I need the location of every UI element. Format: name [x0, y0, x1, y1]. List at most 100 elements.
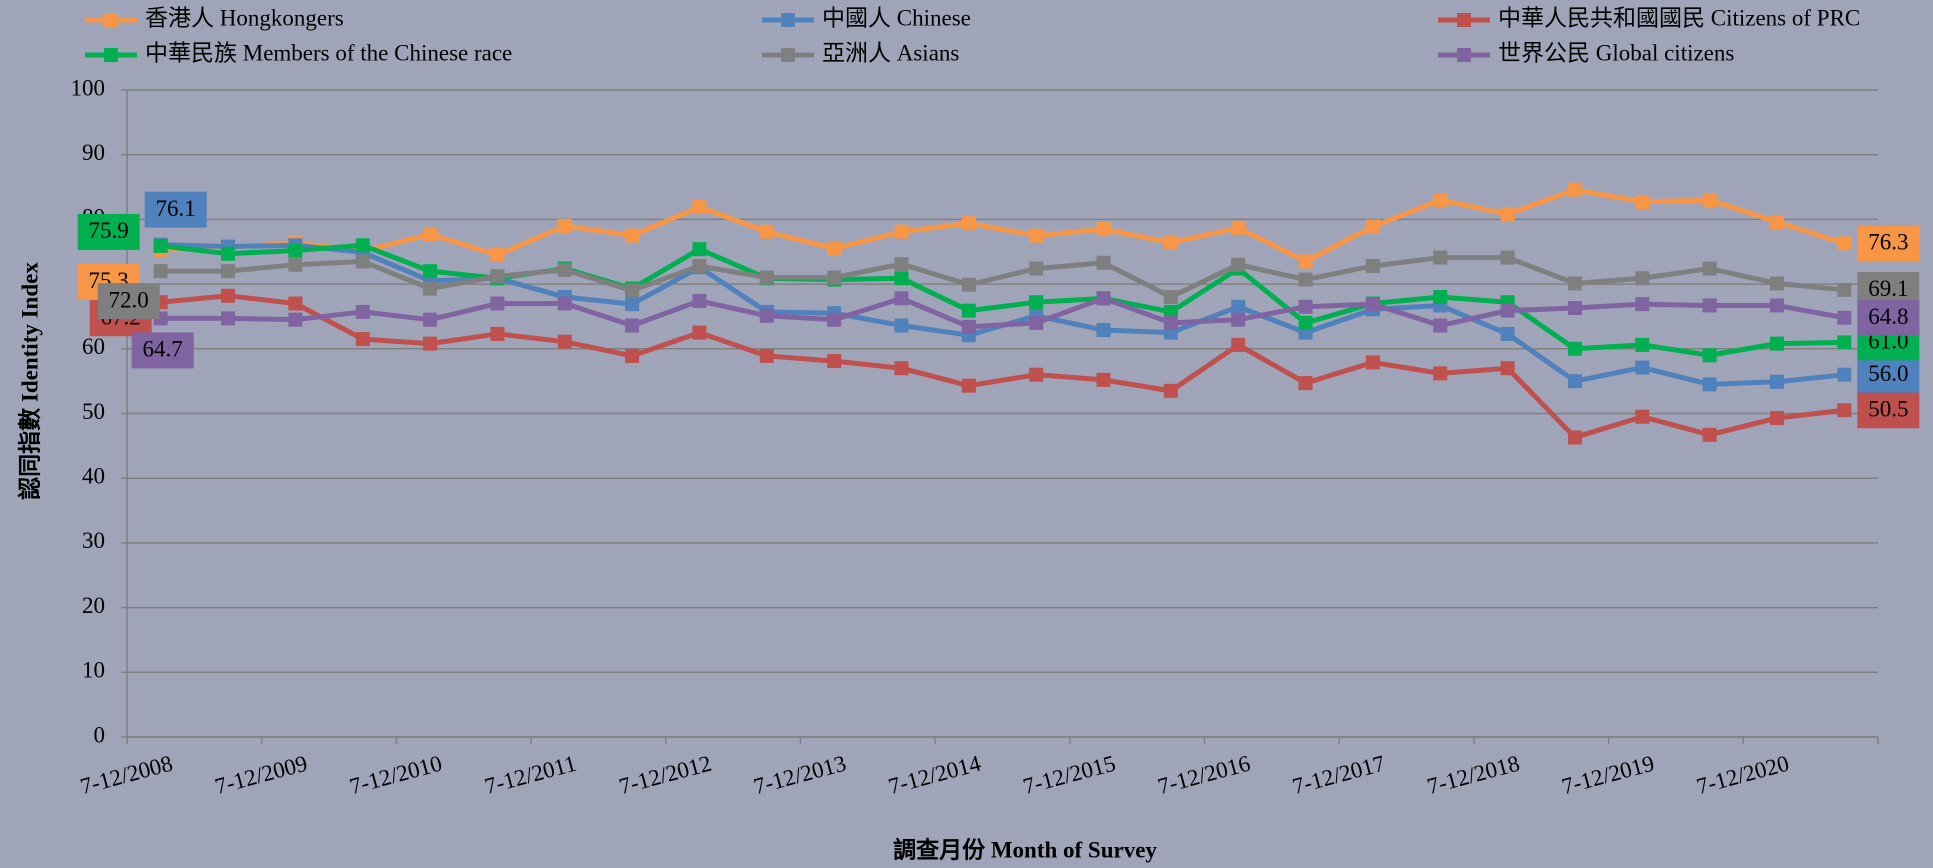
data-point: [894, 318, 909, 333]
data-point: [423, 281, 438, 296]
data-point: [1096, 291, 1111, 306]
data-point: [288, 257, 303, 272]
y-tick-label: 50: [82, 399, 105, 424]
data-point: [355, 332, 370, 347]
data-point: [1433, 192, 1448, 207]
data-point: [759, 224, 774, 239]
data-point: [827, 312, 842, 327]
data-point: [1567, 374, 1582, 389]
data-point: [961, 303, 976, 318]
y-tick-label: 0: [94, 722, 106, 747]
data-point: [557, 218, 572, 233]
data-point: [1635, 409, 1650, 424]
data-point: [1702, 192, 1717, 207]
y-tick-label: 10: [82, 658, 105, 683]
y-tick-label: 90: [82, 140, 105, 165]
data-label: 64.8: [1868, 304, 1908, 329]
legend-marker: [781, 13, 795, 27]
legend-marker: [1457, 48, 1471, 62]
data-point: [423, 227, 438, 242]
y-tick-label: 20: [82, 593, 105, 618]
data-label: 56.0: [1868, 361, 1908, 386]
data-point: [1635, 297, 1650, 312]
data-point: [490, 247, 505, 262]
data-point: [894, 291, 909, 306]
data-point: [1769, 336, 1784, 351]
legend-label: 中華民族 Members of the Chinese race: [145, 40, 512, 65]
data-point: [894, 257, 909, 272]
data-point: [1163, 383, 1178, 398]
data-point: [1702, 298, 1717, 313]
data-label-box: [1857, 356, 1920, 393]
x-axis-title: 調查月份 Month of Survey: [893, 836, 1157, 862]
data-point: [1433, 290, 1448, 305]
data-point: [1702, 348, 1717, 363]
data-point: [692, 325, 707, 340]
legend-label: 中國人 Chinese: [822, 5, 971, 30]
data-point: [1702, 427, 1717, 442]
legend-label: 中華人民共和國國民 Citizens of PRC: [1498, 5, 1860, 30]
data-point: [759, 270, 774, 285]
data-point: [1567, 301, 1582, 316]
data-point: [1635, 271, 1650, 286]
data-point: [961, 277, 976, 292]
data-point: [961, 216, 976, 231]
data-point: [1298, 315, 1313, 330]
legend-marker: [104, 48, 118, 62]
data-point: [1029, 261, 1044, 276]
data-point: [1702, 377, 1717, 392]
data-label-box: [1857, 299, 1920, 336]
data-point: [625, 297, 640, 312]
data-point: [1500, 361, 1515, 376]
data-point: [692, 293, 707, 308]
series-line: [160, 242, 1845, 358]
data-point: [423, 264, 438, 279]
data-point: [1298, 376, 1313, 391]
series-line: [160, 187, 1846, 264]
data-point: [827, 270, 842, 285]
data-point: [1231, 220, 1246, 235]
y-tick-label: 60: [82, 334, 105, 359]
data-point: [1567, 341, 1582, 356]
legend-label: 香港人 Hongkongers: [145, 5, 344, 30]
data-point: [1433, 250, 1448, 265]
data-point: [1096, 372, 1111, 387]
data-point: [1365, 219, 1380, 234]
data-point: [221, 246, 236, 261]
data-point: [1837, 236, 1852, 251]
data-point: [1029, 228, 1044, 243]
data-point: [423, 336, 438, 351]
data-point: [961, 378, 976, 393]
data-point: [288, 296, 303, 311]
data-point: [1837, 367, 1852, 382]
data-point: [221, 311, 236, 326]
data-point: [221, 264, 236, 279]
data-point: [355, 304, 370, 319]
data-point: [1231, 337, 1246, 352]
data-point: [1500, 207, 1515, 222]
data-point: [288, 243, 303, 258]
data-point: [1163, 315, 1178, 330]
data-point: [894, 271, 909, 286]
data-point: [355, 254, 370, 269]
data-point: [1635, 337, 1650, 352]
data-point: [557, 334, 572, 349]
data-label: 64.7: [143, 337, 183, 362]
data-label-box: [144, 191, 207, 228]
data-point: [221, 288, 236, 303]
data-point: [1837, 282, 1852, 297]
data-point: [894, 361, 909, 376]
data-label-box: [1857, 392, 1920, 429]
data-point: [1433, 366, 1448, 381]
data-point: [625, 318, 640, 333]
data-point: [1365, 258, 1380, 273]
data-point: [759, 308, 774, 323]
data-point: [692, 200, 707, 215]
data-label: 50.5: [1868, 397, 1908, 422]
data-point: [153, 238, 168, 253]
y-tick-label: 100: [71, 75, 106, 100]
data-point: [827, 354, 842, 369]
data-label: 69.1: [1868, 276, 1908, 301]
